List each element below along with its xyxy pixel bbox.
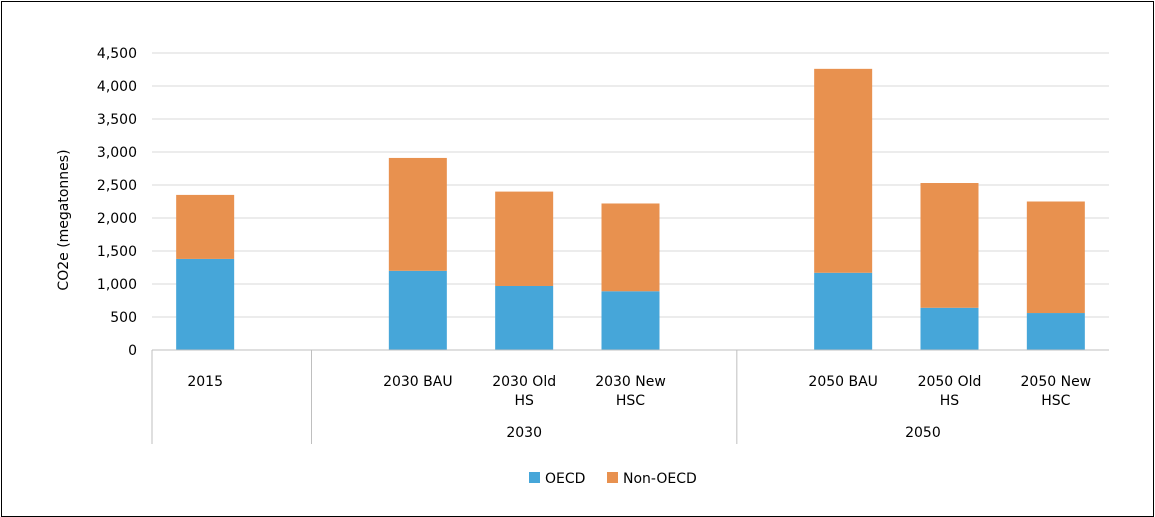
y-tick-label: 1,000 <box>97 277 137 293</box>
bars <box>176 68 1085 350</box>
bar-non-oecd-2050-new-hsc <box>1026 201 1085 314</box>
x-tick-label-2030-old-hs: 2030 Old HS <box>492 374 556 409</box>
legend-swatch-oecd <box>529 472 540 483</box>
y-tick-label: 4,000 <box>97 79 137 95</box>
y-tick-label: 2,500 <box>97 178 137 194</box>
y-axis-label: CO2e (megatonnes) <box>56 149 72 290</box>
y-tick-label: 0 <box>128 343 137 359</box>
group-label-2030: 2030 <box>506 425 542 441</box>
bar-non-oecd-2030-bau <box>388 157 447 271</box>
y-tick-label: 2,000 <box>97 211 137 227</box>
y-axis-ticks: 0 500 1,000 1,500 2,000 2,500 3,000 3,500 4,000 4… <box>97 46 137 359</box>
y-tick-label: 500 <box>110 310 137 326</box>
legend-label-oecd: OECD <box>545 471 585 487</box>
y-tick-label: 4,500 <box>97 46 137 62</box>
x-tick-label-2050-bau: 2050 BAU <box>808 374 878 390</box>
x-tick-label-2030-new-hsc: 2030 New HSC <box>595 374 666 409</box>
bar-oecd-2050-new-hsc <box>1026 313 1085 350</box>
x-axis: 2015 2030 BAU 2030 Old HS 2030 New HSC 2050 BA… <box>151 349 1109 444</box>
bar-non-oecd-2050-bau <box>814 68 873 273</box>
bar-non-oecd-2030-old-hs <box>495 191 554 286</box>
legend-label-non-oecd: Non-OECD <box>623 471 697 487</box>
bar-oecd-2050-old-hs <box>920 307 979 350</box>
bar-oecd-2050-bau <box>814 272 873 350</box>
bar-oecd-2015 <box>176 258 235 350</box>
bar-oecd-2030-old-hs <box>495 285 554 350</box>
y-tick-label: 3,000 <box>97 145 137 161</box>
y-tick-label: 1,500 <box>97 244 137 260</box>
legend-swatch-non-oecd <box>607 472 618 483</box>
bar-oecd-2030-new-hsc <box>601 291 660 350</box>
x-tick-label-2015: 2015 <box>187 374 223 390</box>
legend: OECD Non-OECD <box>529 471 697 487</box>
gridlines <box>152 52 1109 318</box>
bar-non-oecd-2015 <box>176 194 235 259</box>
bar-oecd-2030-bau <box>388 270 447 350</box>
x-tick-label-2050-new-hsc: 2050 New HSC <box>1021 374 1092 409</box>
group-label-2050: 2050 <box>905 425 941 441</box>
x-tick-label-2050-old-hs: 2050 Old HS <box>918 374 982 409</box>
y-tick-label: 3,500 <box>97 112 137 128</box>
bar-non-oecd-2030-new-hsc <box>601 203 660 292</box>
bar-non-oecd-2050-old-hs <box>920 183 979 308</box>
x-tick-label-2030-bau: 2030 BAU <box>383 374 453 390</box>
